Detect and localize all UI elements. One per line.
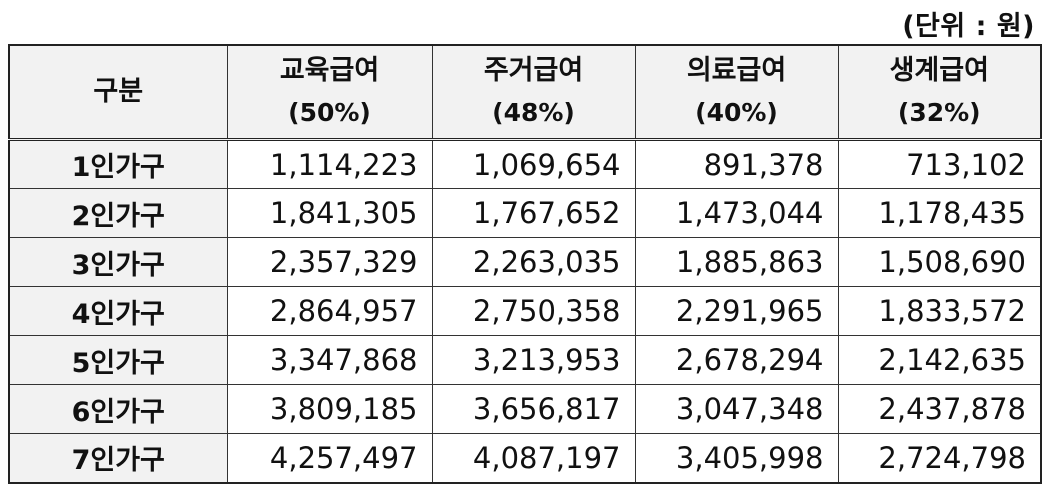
table-cell: 1,767,652 [431, 188, 636, 238]
table-row: 4인가구 2,864,957 2,750,358 2,291,965 1,833,572 [8, 286, 1042, 336]
header-category: 구분 [8, 44, 228, 140]
unit-label: (단위 : 원) [902, 11, 1035, 42]
header-column: 교육급여 (50%) [226, 44, 433, 140]
header-column: 의료급여 (40%) [634, 44, 839, 140]
table-cell: 3,047,348 [634, 384, 839, 434]
benefit-table: 구분 교육급여 (50%) 주거급여 (48%) 의료급여 (40%) 생계급여… [8, 44, 1042, 484]
table-cell: 1,833,572 [837, 286, 1042, 336]
row-label: 6인가구 [8, 384, 228, 434]
table-cell: 1,885,863 [634, 237, 839, 287]
table-cell: 4,087,197 [431, 433, 636, 483]
table-cell: 2,142,635 [837, 335, 1042, 385]
row-label: 2인가구 [8, 188, 228, 238]
table-cell: 4,257,497 [226, 433, 433, 483]
table-row: 7인가구 4,257,497 4,087,197 3,405,998 2,724,798 [8, 433, 1042, 483]
row-label: 3인가구 [8, 237, 228, 287]
table-cell: 3,656,817 [431, 384, 636, 434]
row-label: 5인가구 [8, 335, 228, 385]
column-rate: (32%) [897, 98, 981, 127]
table-cell: 1,178,435 [837, 188, 1042, 238]
table-cell: 2,724,798 [837, 433, 1042, 483]
table-cell: 2,263,035 [431, 237, 636, 287]
table-row: 6인가구 3,809,185 3,656,817 3,047,348 2,437,878 [8, 384, 1042, 434]
table-cell: 1,114,223 [226, 139, 433, 189]
table-cell: 3,213,953 [431, 335, 636, 385]
table-cell: 2,437,878 [837, 384, 1042, 434]
table-row: 5인가구 3,347,868 3,213,953 2,678,294 2,142,635 [8, 335, 1042, 385]
table-cell: 1,069,654 [431, 139, 636, 189]
table-row: 3인가구 2,357,329 2,263,035 1,885,863 1,508,690 [8, 237, 1042, 287]
table-cell: 713,102 [837, 139, 1042, 189]
column-rate: (40%) [695, 98, 778, 127]
header-column: 주거급여 (48%) [431, 44, 636, 140]
table-cell: 3,405,998 [634, 433, 839, 483]
table-cell: 2,678,294 [634, 335, 839, 385]
row-label: 4인가구 [8, 286, 228, 336]
header-row: 구분 교육급여 (50%) 주거급여 (48%) 의료급여 (40%) 생계급여… [8, 44, 1042, 140]
column-rate: (50%) [288, 98, 371, 127]
column-name: 생계급여 [889, 55, 989, 86]
table-row: 2인가구 1,841,305 1,767,652 1,473,044 1,178,435 [8, 188, 1042, 238]
table-cell: 1,841,305 [226, 188, 433, 238]
header-column: 생계급여 (32%) [837, 44, 1042, 140]
row-label: 1인가구 [8, 139, 228, 189]
table-body: 1인가구 1,114,223 1,069,654 891,378 713,102 2인가구… [8, 139, 1042, 483]
row-label: 7인가구 [8, 433, 228, 483]
table-row: 1인가구 1,114,223 1,069,654 891,378 713,102 [8, 139, 1042, 189]
table-cell: 2,291,965 [634, 286, 839, 336]
table-header: 구분 교육급여 (50%) 주거급여 (48%) 의료급여 (40%) 생계급여… [8, 44, 1042, 140]
column-name: 주거급여 [483, 55, 584, 86]
table-cell: 3,809,185 [226, 384, 433, 434]
column-rate: (48%) [492, 98, 575, 127]
table-cell: 891,378 [634, 139, 839, 189]
table-cell: 3,347,868 [226, 335, 433, 385]
table-cell: 2,750,358 [431, 286, 636, 336]
table-cell: 1,473,044 [634, 188, 839, 238]
table-cell: 2,864,957 [226, 286, 433, 336]
column-name: 교육급여 [279, 55, 380, 86]
table-cell: 2,357,329 [226, 237, 433, 287]
column-name: 의료급여 [686, 55, 787, 86]
table-cell: 1,508,690 [837, 237, 1042, 287]
